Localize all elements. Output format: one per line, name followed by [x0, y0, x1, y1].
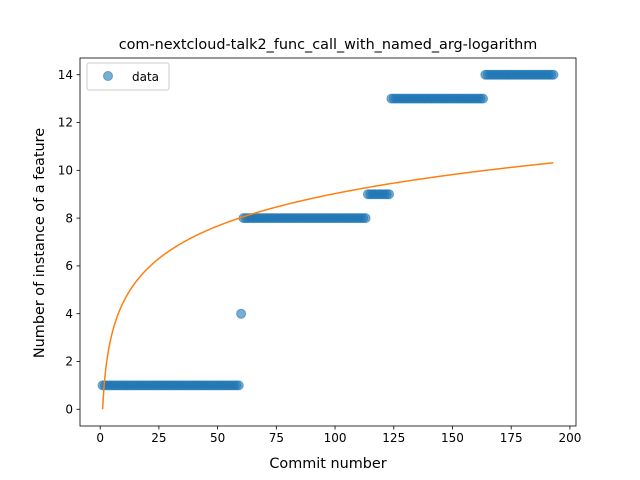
x-tick-label: 100	[324, 431, 347, 445]
x-tick-label: 200	[558, 431, 581, 445]
fit-line	[101, 162, 554, 410]
legend: data	[86, 62, 170, 91]
plot-area: 0 25 50 75 100 125 150 175 200 0 2 4 6 8 10 12 14	[58, 57, 581, 445]
data-point	[236, 308, 247, 319]
data-point	[384, 189, 395, 200]
x-tick-label: 150	[441, 431, 464, 445]
y-tick-label: 4	[65, 307, 73, 321]
y-axis-label: Number of instance of a feature	[32, 128, 48, 358]
data-point	[548, 69, 559, 80]
legend-label-data: data	[132, 70, 159, 84]
legend-box	[86, 62, 170, 91]
x-tick-label: 0	[96, 431, 104, 445]
y-tick-label: 14	[58, 68, 73, 82]
y-tick-label: 10	[58, 164, 73, 178]
data-point	[360, 213, 371, 224]
y-tick-label: 6	[65, 259, 73, 273]
y-tick-label: 0	[65, 402, 73, 416]
x-tick-label: 25	[151, 431, 166, 445]
x-tick-label: 125	[382, 431, 405, 445]
x-axis-label: Commit number	[269, 456, 386, 472]
chart-title: com-nextcloud-talk2_func_call_with_named…	[119, 37, 538, 53]
data-point	[478, 93, 488, 104]
x-tick-label: 175	[500, 431, 523, 445]
y-tick-label: 8	[65, 211, 73, 225]
axes-frame	[79, 57, 577, 427]
x-tick-label: 50	[210, 431, 225, 445]
x-tick-label: 75	[269, 431, 284, 445]
data-point	[233, 380, 244, 391]
y-tick-label: 12	[58, 116, 73, 130]
y-tick-label: 2	[65, 355, 73, 369]
legend-marker-data	[103, 71, 113, 81]
